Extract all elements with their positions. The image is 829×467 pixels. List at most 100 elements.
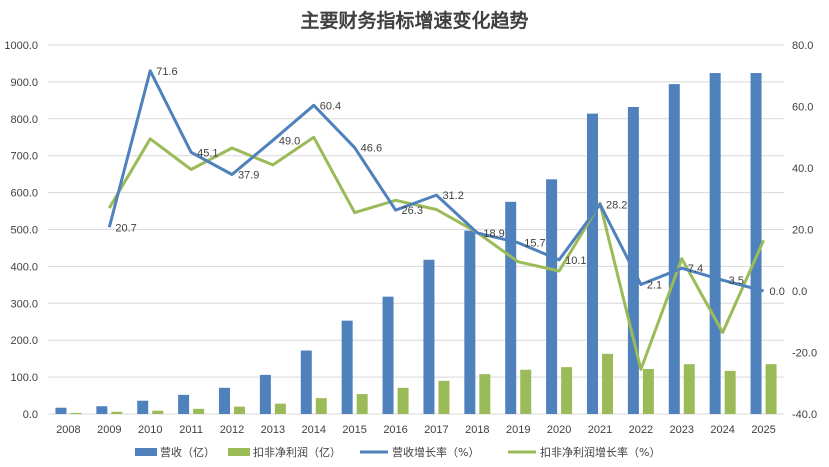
data-label-revenue-growth: 71.6 [156, 66, 177, 78]
x-axis-tick-label: 2016 [383, 424, 407, 436]
bar-revenue [341, 320, 353, 414]
data-label-revenue-growth: 7.4 [688, 263, 703, 275]
x-axis-tick-label: 2013 [261, 424, 285, 436]
x-axis-tick-label: 2024 [710, 424, 734, 436]
left-axis-tick-label: 800.0 [10, 114, 38, 126]
bar-revenue [137, 400, 149, 414]
data-label-revenue-growth: 18.9 [483, 228, 504, 240]
bar-net-profit [642, 368, 654, 414]
right-axis-tick-label: -20.0 [792, 348, 817, 360]
left-axis-tick-label: 700.0 [10, 151, 38, 163]
x-axis-tick-label: 2010 [138, 424, 162, 436]
right-axis-tick-label: -40.0 [792, 409, 817, 421]
data-label-revenue-growth: 28.2 [606, 199, 627, 211]
legend-swatch [135, 448, 157, 456]
bar-revenue [505, 201, 517, 414]
bar-net-profit [315, 398, 327, 414]
bar-net-profit [111, 411, 123, 414]
data-label-revenue-growth: 45.1 [197, 147, 218, 159]
bar-revenue [750, 73, 762, 414]
chart-title: 主要财务指标增速变化趋势 [300, 10, 529, 32]
left-axis-tick-label: 600.0 [10, 188, 38, 200]
x-axis-tick-label: 2018 [465, 424, 489, 436]
bar-net-profit [193, 408, 205, 414]
bar-revenue [627, 106, 639, 414]
legend-label: 营收（亿） [160, 445, 215, 459]
line-revenue-growth [107, 69, 764, 293]
bar-revenue [259, 374, 271, 414]
left-axis-tick-label: 100.0 [10, 372, 38, 384]
bar-net-profit [234, 406, 245, 414]
right-axis-tick-label: 20.0 [792, 225, 813, 237]
bar-revenue [587, 113, 598, 414]
data-label-revenue-growth: 37.9 [238, 169, 259, 181]
bar-revenue [668, 84, 680, 414]
bar-revenue [219, 387, 230, 414]
bar-revenue [55, 407, 67, 414]
x-axis-tick-label: 2009 [97, 424, 121, 436]
right-axis-tick-label: 0.0 [792, 286, 807, 298]
x-axis-tick-label: 2019 [506, 424, 530, 436]
x-axis-tick-label: 2008 [56, 424, 80, 436]
x-axis-tick-label: 2023 [670, 424, 694, 436]
right-axis-tick-label: 40.0 [792, 163, 813, 175]
line-net-profit-growth [108, 135, 765, 371]
left-axis-tick-label: 300.0 [10, 298, 38, 310]
bar-net-profit [356, 394, 368, 414]
data-label-revenue-growth: 0.0 [770, 286, 785, 298]
bar-revenue [423, 259, 435, 414]
x-axis-tick-label: 2017 [424, 424, 448, 436]
bar-revenue [96, 406, 108, 414]
data-label-revenue-growth: 46.6 [361, 143, 382, 155]
left-axis-tick-label: 500.0 [10, 225, 38, 237]
bar-revenue [709, 73, 721, 414]
x-axis-tick-label: 2021 [588, 424, 612, 436]
bar-net-profit [479, 374, 491, 414]
bar-net-profit [561, 367, 573, 414]
bar-net-profit [274, 403, 286, 414]
bar-net-profit [602, 353, 613, 414]
bar-net-profit [683, 364, 695, 414]
left-axis-tick-label: 200.0 [10, 335, 38, 347]
x-axis-tick-label: 2012 [220, 424, 244, 436]
bar-revenue [178, 394, 190, 414]
data-label-revenue-growth: 20.7 [115, 222, 136, 234]
left-axis-tick-label: 900.0 [10, 77, 38, 89]
data-label-revenue-growth: 15.7 [524, 238, 545, 250]
right-axis-tick-label: 60.0 [792, 102, 813, 114]
legend-label: 营收增长率（%） [392, 445, 479, 459]
right-axis-tick-label: 80.0 [792, 40, 813, 52]
bar-net-profit [765, 364, 777, 414]
bar-net-profit [70, 412, 82, 414]
left-axis-tick-label: 0.0 [23, 409, 38, 421]
bar-net-profit [520, 369, 532, 414]
left-axis-tick-label: 400.0 [10, 261, 38, 273]
legend-label: 扣非净利润（亿） [253, 445, 341, 459]
data-label-revenue-growth: 31.2 [442, 190, 463, 202]
data-label-revenue-growth: 2.1 [647, 280, 662, 292]
bar-net-profit [152, 410, 164, 414]
bar-revenue [382, 296, 394, 414]
data-label-revenue-growth: 3.5 [729, 275, 744, 287]
bar-net-profit [438, 380, 450, 414]
data-label-revenue-growth: 26.3 [402, 205, 423, 217]
bar-net-profit [397, 387, 409, 414]
data-label-revenue-growth: 60.4 [320, 100, 341, 112]
x-axis-tick-label: 2011 [179, 424, 203, 436]
x-axis-tick-label: 2015 [342, 424, 366, 436]
x-axis-tick-label: 2025 [751, 424, 775, 436]
legend-label: 扣非净利润增长率（%） [540, 445, 660, 459]
legend-swatch [228, 448, 250, 456]
data-label-revenue-growth: 49.0 [279, 135, 300, 147]
bar-net-profit [724, 370, 736, 414]
bar-revenue [464, 230, 476, 414]
left-axis-tick-label: 1000.0 [4, 40, 38, 52]
data-label-revenue-growth: 10.1 [565, 255, 586, 267]
bar-revenue [546, 179, 558, 414]
bar-revenue [300, 350, 312, 414]
x-axis-tick-label: 2022 [629, 424, 653, 436]
x-axis-tick-label: 2014 [302, 424, 326, 436]
x-axis-tick-label: 2020 [547, 424, 571, 436]
